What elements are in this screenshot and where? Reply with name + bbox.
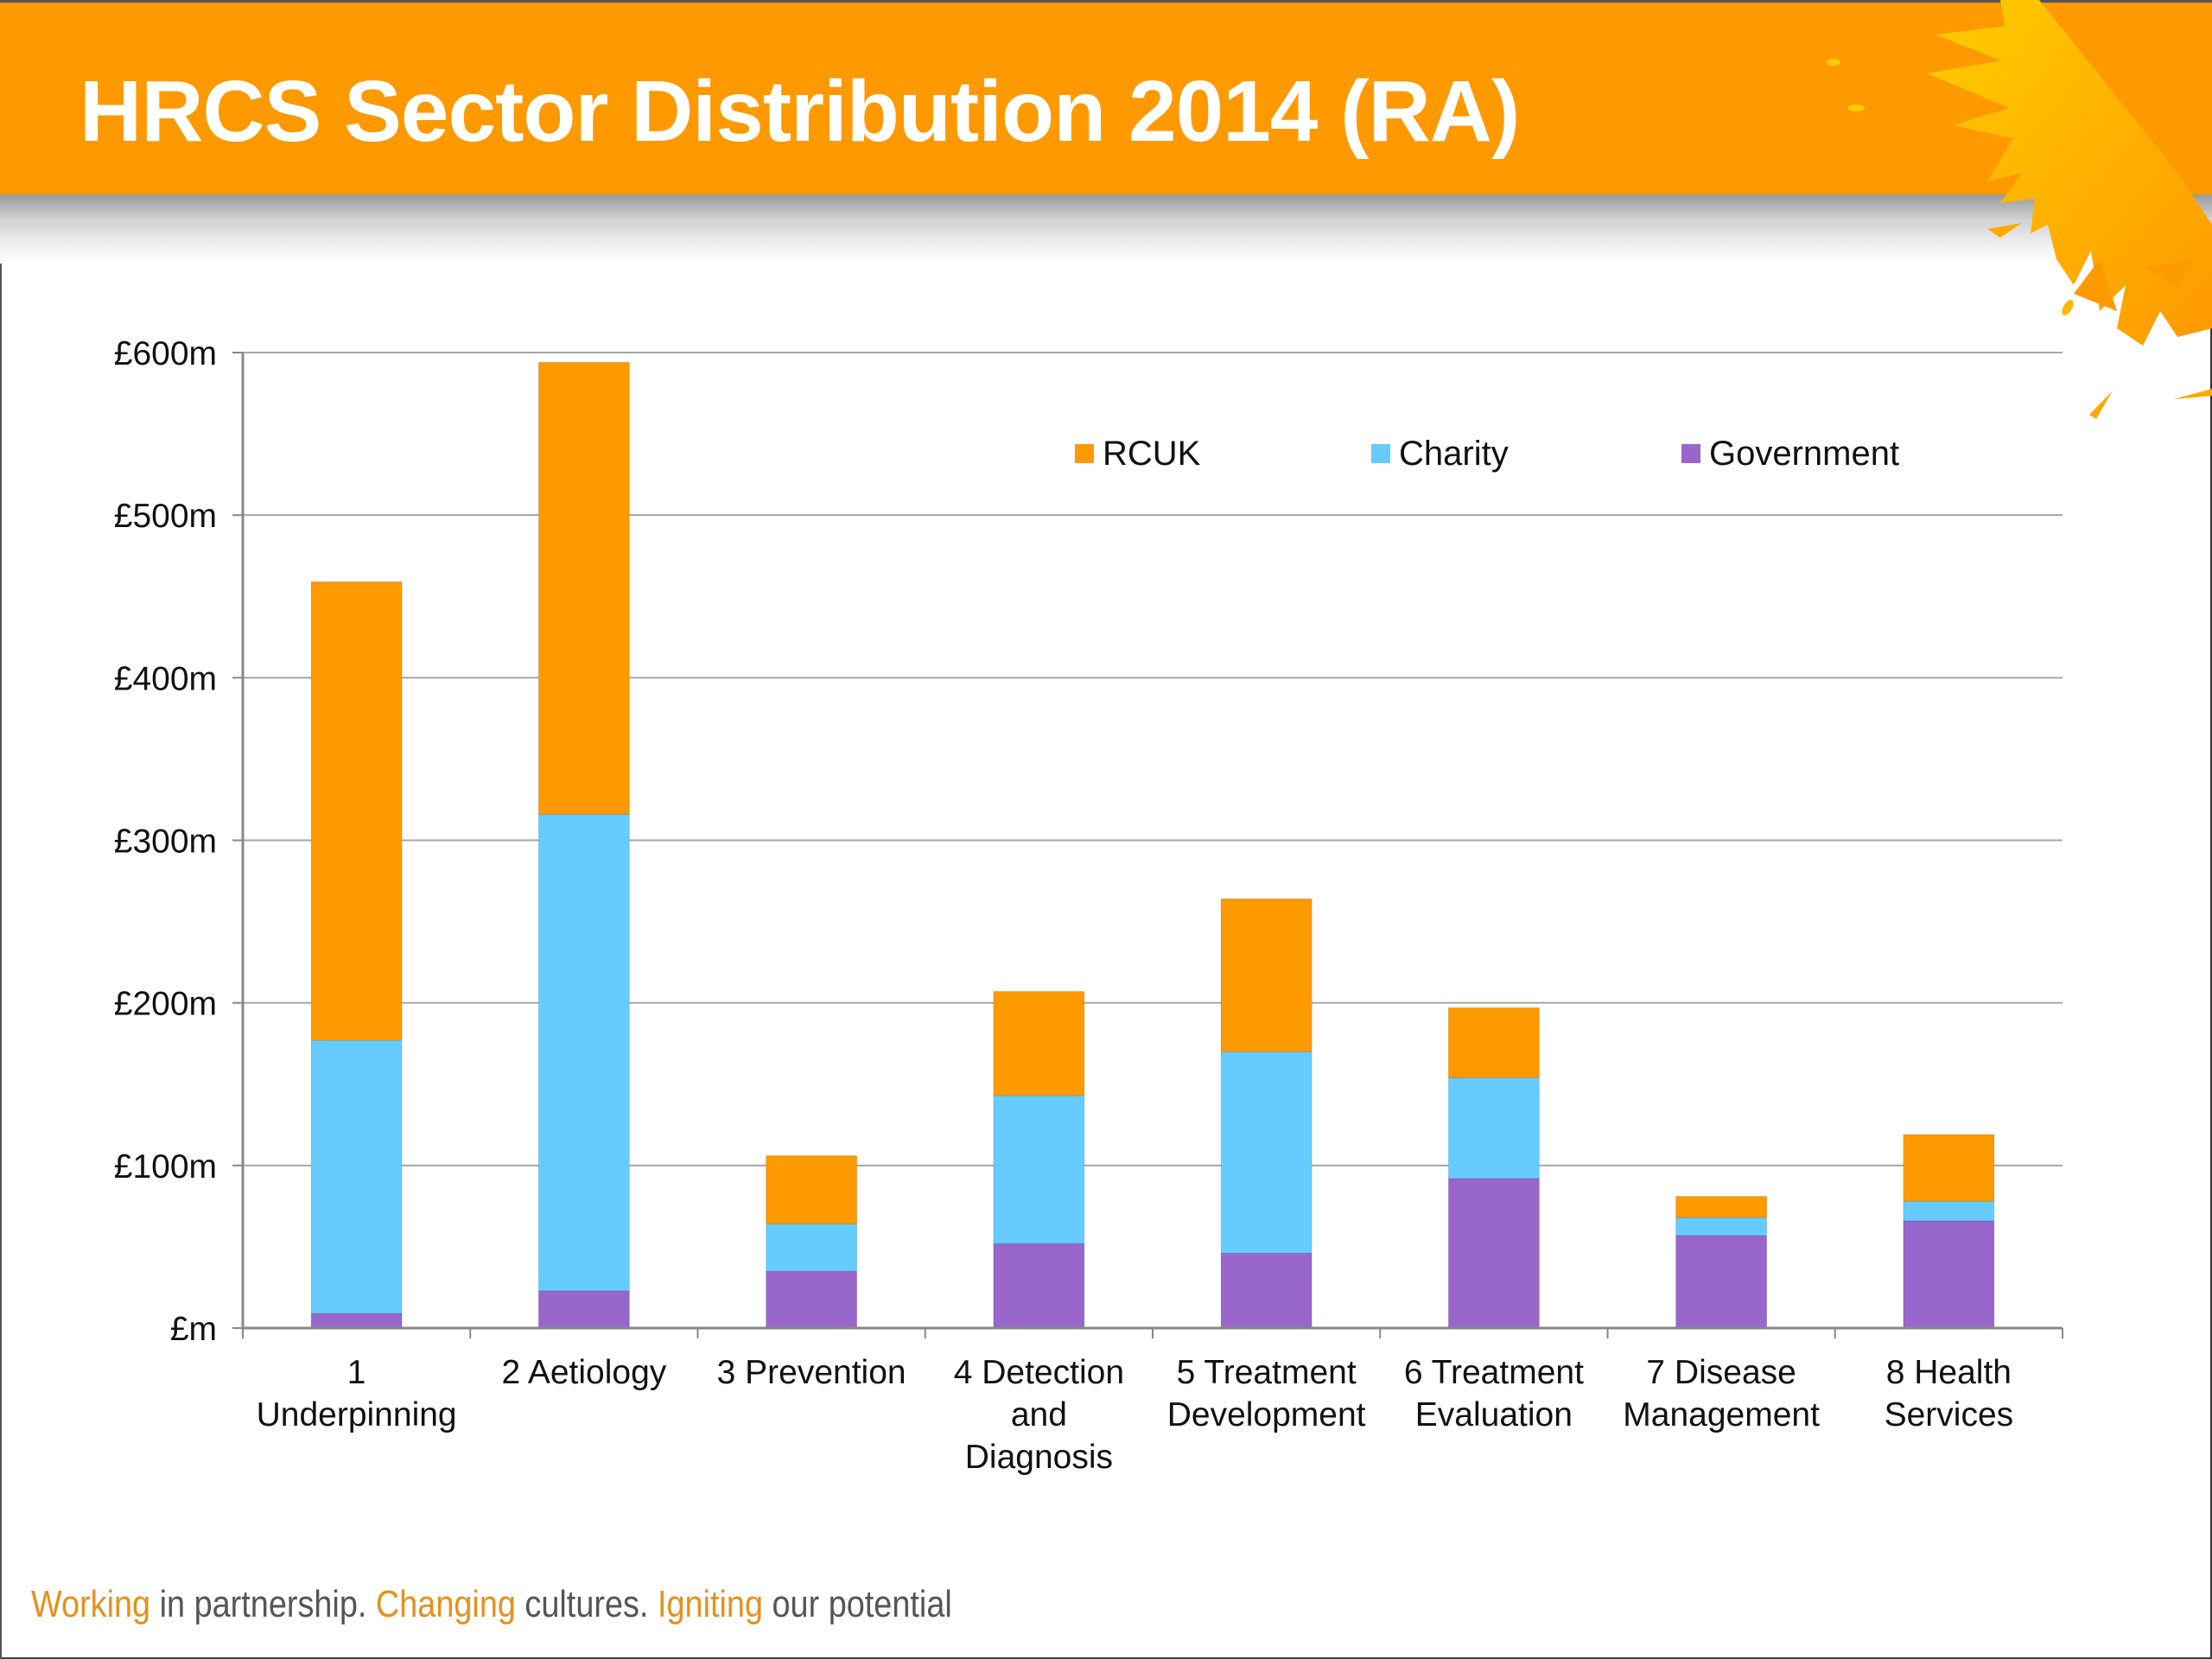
x-tick-label: Evaluation — [1415, 1396, 1573, 1433]
splash-droplet — [2089, 391, 2113, 419]
bar-segment-government — [1220, 1252, 1313, 1329]
bar-segment-charity — [1903, 1200, 1995, 1222]
y-tick-label: £200m — [114, 986, 217, 1023]
bar-segment-charity — [1220, 1051, 1313, 1254]
footer-tagline: Working in partnership. Changing culture… — [31, 1583, 952, 1626]
tagline-accent-word: Working — [31, 1583, 151, 1625]
x-tick-label: 8 Health — [1886, 1354, 2012, 1391]
y-tick-labels: £m £100m £200m £300m £400m £500m £600m — [114, 335, 217, 1348]
legend-swatch-charity — [1371, 444, 1390, 463]
splash-shard — [2143, 259, 2195, 285]
bar-segment-charity — [993, 1095, 1085, 1244]
bar-segment-rcuk — [1675, 1196, 1768, 1218]
x-tick-label: 2 Aetiology — [501, 1354, 666, 1391]
legend-swatch-government — [1681, 444, 1700, 463]
x-tick-label: 6 Treatment — [1404, 1354, 1584, 1391]
bar-segment-charity — [766, 1224, 858, 1272]
x-tick-label: Underpinning — [257, 1396, 457, 1433]
gridlines — [243, 352, 2063, 1166]
y-tick-label: £500m — [114, 498, 217, 535]
y-tick-label: £m — [170, 1311, 217, 1348]
splash-droplet — [1987, 223, 2022, 238]
x-tick-label: and — [1011, 1396, 1067, 1433]
bar-segment-government — [310, 1313, 403, 1329]
legend-label-rcuk: RCUK — [1103, 435, 1201, 473]
tagline-accent-word: Igniting — [657, 1583, 763, 1625]
tagline-text: in partnership. — [150, 1583, 376, 1625]
bar-segment-government — [993, 1243, 1085, 1329]
bar-segment-charity — [1675, 1217, 1768, 1236]
header-shadow — [0, 194, 2212, 264]
x-tick-label: Services — [1885, 1396, 2014, 1433]
header-top-border — [0, 0, 2212, 3]
x-tick-label: 7 Disease — [1646, 1354, 1796, 1391]
y-tick-label: £400m — [114, 660, 217, 697]
bar-segment-government — [766, 1270, 858, 1329]
slide-title: HRCS Sector Distribution 2014 (RA) — [79, 63, 1520, 160]
legend-label-charity: Charity — [1399, 435, 1509, 473]
tagline-text: cultures. — [515, 1583, 658, 1625]
x-tick-label: 3 Prevention — [717, 1354, 906, 1391]
splash-droplet — [1827, 59, 1840, 66]
bar-segment-rcuk — [1903, 1134, 1995, 1202]
header-band — [0, 0, 2212, 194]
x-tick-label: Diagnosis — [965, 1439, 1113, 1476]
splash-droplet — [1847, 105, 1865, 111]
splash-droplet — [2173, 389, 2212, 399]
splash-droplet — [2062, 299, 2074, 316]
bars — [310, 361, 1995, 1329]
bar-segment-government — [537, 1290, 630, 1329]
bar-segment-rcuk — [766, 1155, 858, 1225]
y-tick-label: £600m — [114, 335, 217, 372]
bar-segment-charity — [310, 1039, 403, 1314]
bar-segment-charity — [537, 813, 630, 1292]
legend-swatch-rcuk — [1075, 444, 1094, 463]
splash-shape — [1927, 0, 2212, 346]
x-tick-labels: 1 Underpinning 2 Aetiology 3 Prevention 4 De… — [257, 1354, 2014, 1476]
axes — [232, 352, 2063, 1338]
bar-segment-rcuk — [993, 990, 1085, 1096]
y-tick-label: £100m — [114, 1148, 217, 1185]
x-tick-label: Development — [1167, 1396, 1366, 1433]
bar-segment-government — [1447, 1178, 1540, 1329]
x-tick-label: Management — [1623, 1396, 1820, 1433]
x-tick-label: 1 — [347, 1354, 366, 1391]
splash-decoration-icon — [1827, 0, 2212, 419]
bar-segment-charity — [1447, 1077, 1540, 1179]
bar-segment-rcuk — [1447, 1007, 1540, 1078]
splash-shard — [2074, 259, 2117, 311]
bar-segment-rcuk — [537, 361, 630, 815]
tagline-accent-word: Changing — [375, 1583, 516, 1625]
y-tick-label: £300m — [114, 823, 217, 861]
bar-segment-rcuk — [1220, 898, 1313, 1052]
bar-segment-government — [1675, 1235, 1768, 1329]
bar-segment-rcuk — [310, 581, 403, 1041]
x-tick-label: 4 Detection — [954, 1354, 1124, 1391]
legend-label-government: Government — [1709, 435, 1899, 473]
legend: RCUK Charity Government — [1075, 435, 1899, 473]
bar-segment-government — [1903, 1220, 1995, 1329]
x-tick-label: 5 Treatment — [1177, 1354, 1357, 1391]
tagline-text: our potential — [762, 1583, 952, 1625]
